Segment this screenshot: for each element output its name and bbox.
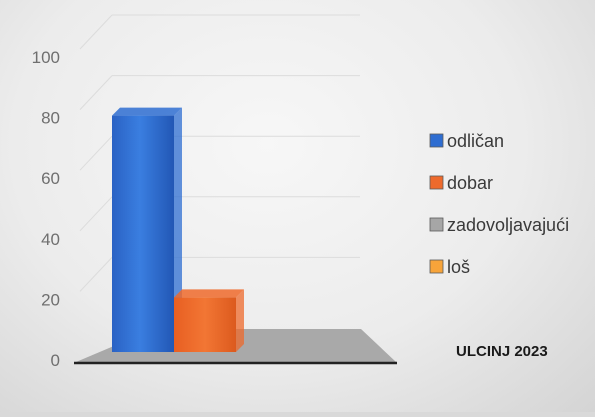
chart-caption: ULCINJ 2023 (456, 343, 548, 360)
legend-swatch (429, 259, 444, 274)
gridline-diagonal (79, 196, 113, 232)
legend-label: zadovoljavajući (447, 215, 569, 235)
bar-top (174, 289, 244, 298)
legend-swatch (429, 133, 444, 148)
bar-top (112, 107, 182, 116)
legend-label: loš (447, 257, 470, 277)
legend: odličan dobar zadovoljavajući loš (429, 131, 569, 277)
y-tick-label: 80 (41, 109, 60, 128)
y-tick-label: 100 (32, 48, 60, 67)
y-axis: 0 20 40 60 80 100 (32, 48, 60, 370)
bar-front (112, 115, 174, 352)
bar-side (174, 107, 182, 352)
legend-swatch (429, 175, 444, 190)
y-tick-label: 0 (51, 351, 60, 370)
gridline-diagonal (79, 75, 113, 110)
bars (112, 107, 244, 352)
bar-front (174, 297, 236, 352)
legend-label: dobar (447, 173, 493, 193)
legend-label: odličan (447, 131, 504, 151)
bar (174, 289, 244, 352)
bar (112, 107, 182, 352)
gridline-diagonal (79, 135, 113, 171)
y-tick-label: 60 (41, 169, 60, 188)
bar-side (236, 289, 244, 352)
legend-swatch (429, 217, 444, 232)
gridline-diagonal (79, 257, 113, 292)
gridline-diagonal (79, 14, 113, 50)
y-tick-label: 20 (41, 290, 60, 309)
y-tick-label: 40 (41, 230, 60, 249)
